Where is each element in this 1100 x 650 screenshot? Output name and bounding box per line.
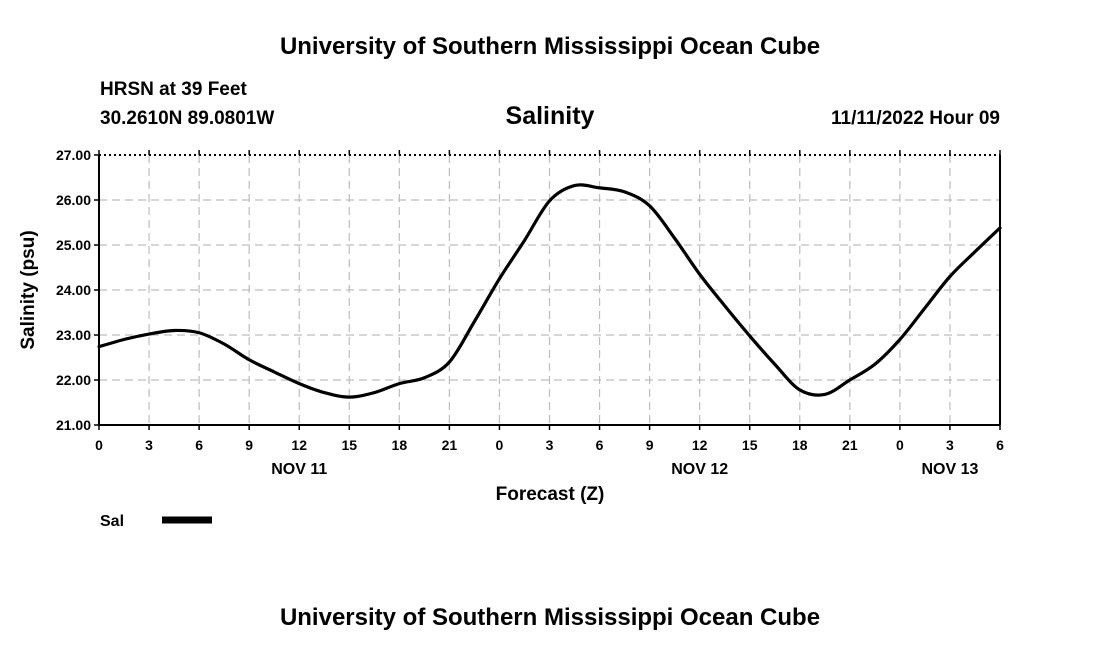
x-axis-ticks: 0 3 6 9 12 15 18 21 0 3 6 9 12 15 18 21 0 3 6 xyxy=(95,150,1004,453)
series-line-sal xyxy=(97,183,1002,399)
x-date-label: NOV 13 xyxy=(921,461,978,478)
x-tick-label: 3 xyxy=(546,437,554,453)
y-tick-label: 24.00 xyxy=(56,282,91,298)
x-tick-label: 9 xyxy=(646,437,654,453)
x-tick-label: 15 xyxy=(341,437,357,453)
x-tick-label: 18 xyxy=(392,437,408,453)
x-tick-label: 9 xyxy=(245,437,253,453)
y-axis-label: Salinity (psu) xyxy=(18,230,39,349)
series-layer xyxy=(97,183,1002,399)
legend-label: Sal xyxy=(100,513,124,530)
x-tick-label: 3 xyxy=(145,437,153,453)
x-tick-label: 0 xyxy=(496,437,504,453)
x-tick-label: 3 xyxy=(946,437,954,453)
x-tick-label: 6 xyxy=(996,437,1004,453)
x-tick-label: 6 xyxy=(195,437,203,453)
x-date-labels: NOV 11 NOV 12 NOV 13 xyxy=(271,461,978,478)
x-tick-label: 21 xyxy=(842,437,858,453)
x-date-label: NOV 11 xyxy=(271,461,327,478)
x-tick-label: 12 xyxy=(692,437,708,453)
y-axis-ticks: 21.00 22.00 23.00 24.00 25.00 26.00 27.00 xyxy=(56,147,99,433)
page-title-top: University of Southern Mississippi Ocean… xyxy=(280,33,820,60)
x-tick-label: 0 xyxy=(896,437,904,453)
x-tick-label: 6 xyxy=(596,437,604,453)
y-tick-label: 27.00 xyxy=(56,147,91,163)
station-label: HRSN at 39 Feet xyxy=(100,79,247,100)
run-time-label: 11/11/2022 Hour 09 xyxy=(831,108,1000,129)
y-tick-label: 23.00 xyxy=(56,327,91,343)
grid-lines xyxy=(99,155,1000,425)
x-tick-label: 0 xyxy=(95,437,103,453)
y-tick-label: 25.00 xyxy=(56,237,91,253)
y-tick-label: 26.00 xyxy=(56,192,91,208)
x-tick-label: 15 xyxy=(742,437,758,453)
y-tick-label: 22.00 xyxy=(56,372,91,388)
chart-title: Salinity xyxy=(506,102,595,130)
x-tick-label: 12 xyxy=(291,437,307,453)
x-tick-label: 21 xyxy=(442,437,458,453)
y-tick-label: 21.00 xyxy=(56,417,91,433)
x-date-label: NOV 12 xyxy=(671,461,728,478)
page-title-bottom: University of Southern Mississippi Ocean… xyxy=(280,604,820,631)
x-axis-label: Forecast (Z) xyxy=(496,484,605,505)
station-coords: 30.2610N 89.0801W xyxy=(100,108,274,129)
x-tick-label: 18 xyxy=(792,437,808,453)
